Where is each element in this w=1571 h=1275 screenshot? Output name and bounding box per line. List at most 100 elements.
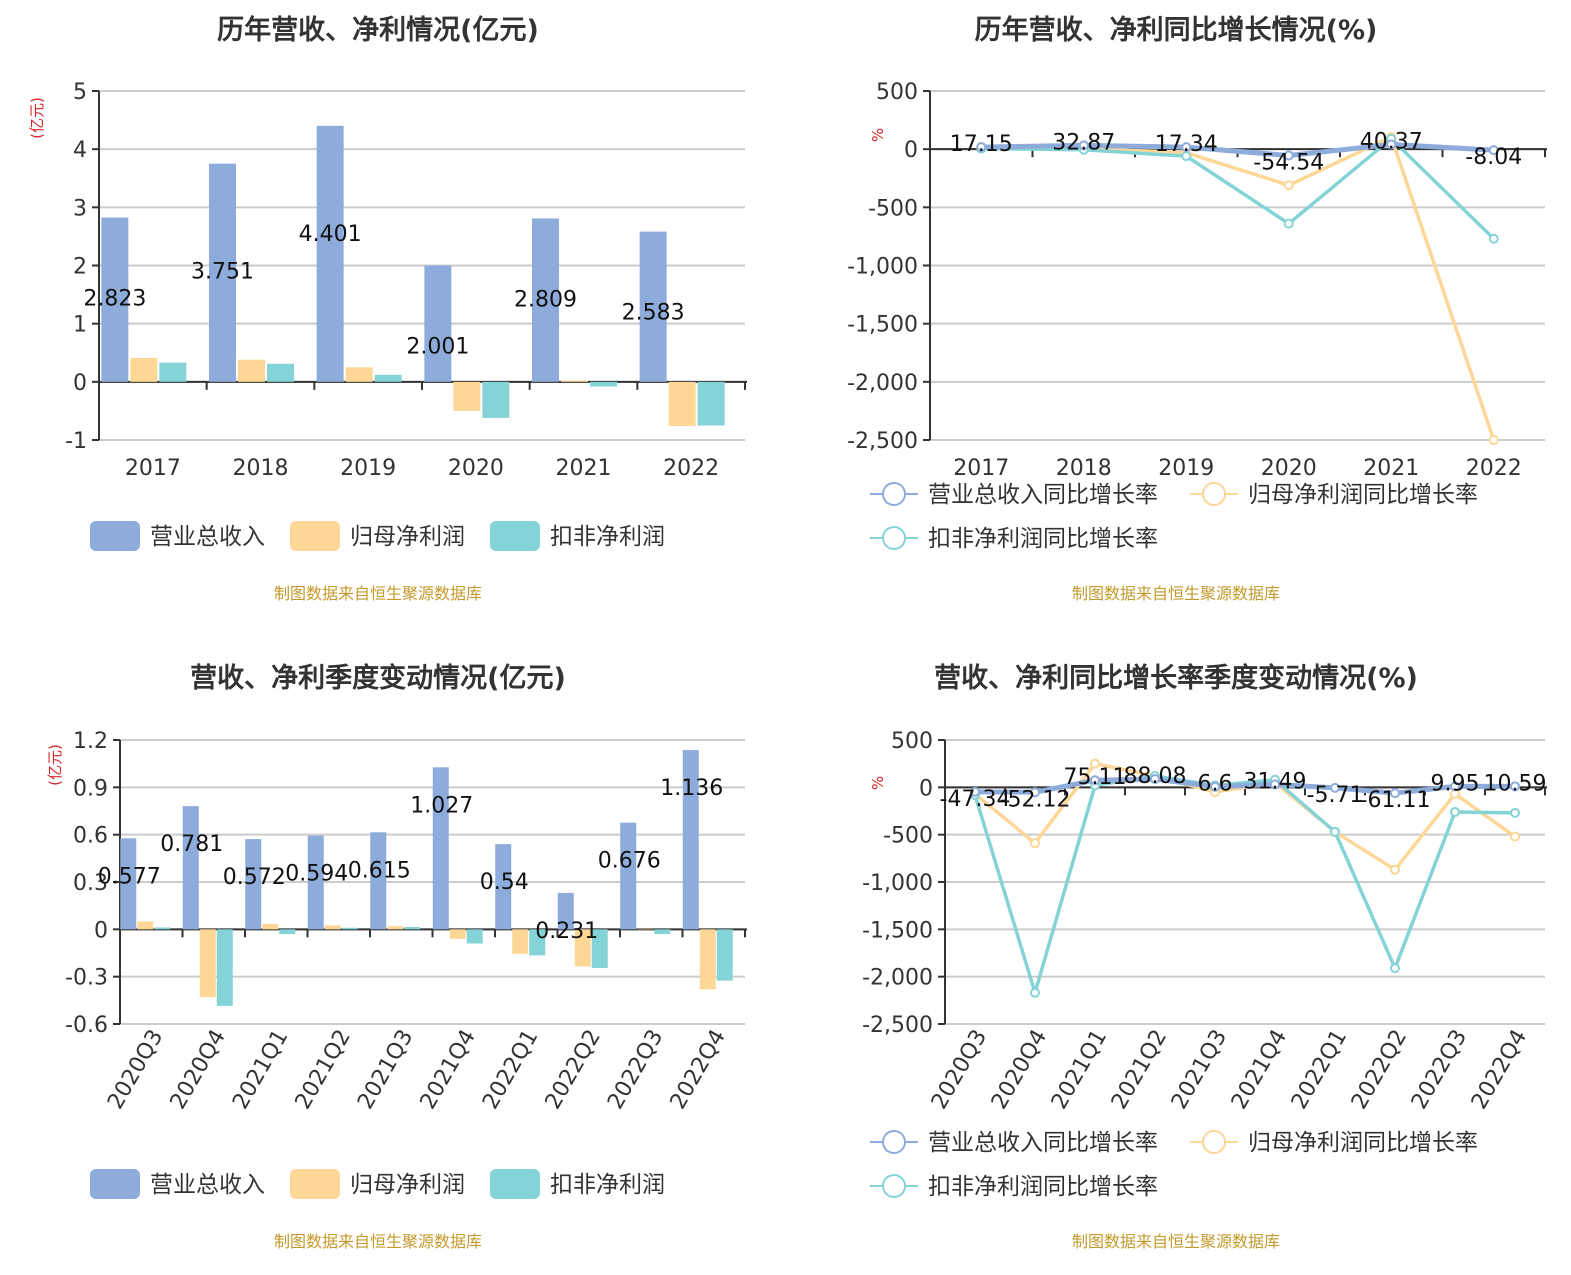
data-point[interactable]: [1090, 758, 1100, 769]
legend-item-revenue[interactable]: 营业总收入: [90, 1169, 265, 1199]
legend-item-deducted_profit[interactable]: 扣非净利润: [490, 1169, 665, 1199]
bar-revenue[interactable]: [209, 163, 236, 382]
bar-parent_profit[interactable]: [668, 381, 696, 427]
bar-parent_profit[interactable]: [561, 380, 588, 382]
legend-swatch: [90, 521, 140, 551]
data-point[interactable]: [1450, 806, 1460, 817]
legend-item-parent_profit[interactable]: 归母净利润同比增长率: [1190, 482, 1478, 508]
data-point[interactable]: [1488, 435, 1499, 445]
bar-parent_profit[interactable]: [637, 928, 654, 930]
bar-deducted_profit[interactable]: [216, 929, 233, 1006]
bar-parent_profit[interactable]: [262, 923, 279, 930]
bar-parent_profit[interactable]: [137, 921, 154, 930]
bar-revenue[interactable]: [120, 838, 137, 930]
bar-deducted_profit[interactable]: [697, 381, 725, 426]
data-point[interactable]: [1450, 781, 1460, 792]
bar-deducted_profit[interactable]: [279, 929, 296, 935]
bar-parent_profit[interactable]: [238, 359, 265, 382]
data-point[interactable]: [1270, 779, 1280, 790]
bar-parent_profit[interactable]: [324, 925, 341, 930]
bar-revenue[interactable]: [682, 750, 699, 930]
legend-item-parent_profit[interactable]: 归母净利润同比增长率: [1190, 1130, 1478, 1156]
bar-deducted_profit[interactable]: [654, 929, 671, 935]
bar-deducted_profit[interactable]: [591, 929, 608, 968]
data-point[interactable]: [1510, 807, 1520, 818]
bar-parent_profit[interactable]: [453, 381, 481, 411]
bar-deducted_profit[interactable]: [267, 363, 294, 382]
bar-revenue[interactable]: [370, 832, 387, 930]
bar-revenue[interactable]: [307, 835, 324, 930]
legend-item-deducted_profit[interactable]: 扣非净利润: [490, 521, 665, 551]
data-point[interactable]: [1330, 782, 1340, 793]
y-tick-label: 5: [73, 80, 87, 105]
bar-parent_profit[interactable]: [449, 929, 466, 939]
legend-item-deducted_profit[interactable]: 扣非净利润同比增长率: [870, 1174, 1158, 1200]
bar-deducted_profit[interactable]: [404, 926, 421, 930]
bar-revenue[interactable]: [316, 125, 344, 382]
data-point[interactable]: [1390, 788, 1400, 799]
legend-item-parent_profit[interactable]: 归母净利润: [290, 1169, 465, 1199]
bar-deducted_profit[interactable]: [482, 381, 510, 418]
bar-parent_profit[interactable]: [199, 929, 216, 998]
legend-label: 营业总收入同比增长率: [928, 482, 1158, 508]
bar-deducted_profit[interactable]: [529, 929, 546, 956]
bar-parent_profit[interactable]: [512, 929, 529, 954]
bar-deducted_profit[interactable]: [154, 927, 171, 930]
legend-item-parent_profit[interactable]: 归母净利润: [290, 521, 465, 551]
bar-revenue[interactable]: [101, 217, 129, 382]
bar-revenue[interactable]: [245, 839, 262, 930]
bar-deducted_profit[interactable]: [716, 929, 733, 981]
data-label: 0.615: [348, 858, 411, 883]
chart-plot: 5000-500-1,000-1,500-2,000-2,500%2020Q32…: [862, 729, 1547, 1200]
data-point[interactable]: [1090, 775, 1100, 786]
data-point[interactable]: [1078, 140, 1089, 151]
data-point[interactable]: [1181, 142, 1192, 153]
data-point[interactable]: [1030, 838, 1040, 849]
legend-item-revenue[interactable]: 营业总收入同比增长率: [870, 482, 1158, 508]
bar-revenue[interactable]: [620, 822, 637, 930]
data-point[interactable]: [970, 786, 980, 797]
bar-deducted_profit[interactable]: [159, 362, 187, 382]
data-point[interactable]: [1386, 139, 1397, 150]
bar-revenue[interactable]: [182, 806, 199, 930]
data-label: 17.34: [1155, 132, 1218, 157]
data-point[interactable]: [1488, 145, 1499, 156]
data-point[interactable]: [1390, 963, 1400, 974]
bar-deducted_profit[interactable]: [341, 927, 358, 930]
bar-parent_profit[interactable]: [345, 367, 373, 382]
data-point[interactable]: [1030, 987, 1040, 998]
data-point[interactable]: [1283, 150, 1294, 161]
bar-parent_profit[interactable]: [130, 357, 158, 382]
data-point[interactable]: [1210, 781, 1220, 792]
bar-deducted_profit[interactable]: [466, 929, 483, 944]
data-label: 0.54: [480, 870, 529, 895]
bar-revenue[interactable]: [639, 231, 667, 382]
bar-deducted_profit[interactable]: [374, 374, 402, 382]
data-point[interactable]: [1330, 826, 1340, 837]
x-tick-label: 2022Q2: [541, 1026, 606, 1114]
bar-revenue[interactable]: [495, 844, 512, 930]
data-point[interactable]: [1030, 787, 1040, 798]
data-point[interactable]: [1390, 864, 1400, 875]
data-label: 88.08: [1124, 764, 1187, 789]
data-point[interactable]: [1150, 773, 1160, 784]
bar-revenue[interactable]: [424, 265, 452, 382]
data-point[interactable]: [1510, 831, 1520, 842]
x-tick-label: 2021Q4: [416, 1026, 481, 1114]
data-point[interactable]: [1510, 781, 1520, 792]
bar-revenue[interactable]: [432, 767, 449, 930]
bar-deducted_profit[interactable]: [590, 381, 617, 387]
legend-item-revenue[interactable]: 营业总收入同比增长率: [870, 1130, 1158, 1156]
chart-quarterly-growth: 营收、净利同比增长率季度变动情况(%) 500 0 -500 -1,000 -1,500…: [785, 640, 1571, 1275]
legend-item-deducted_profit[interactable]: 扣非净利润同比增长率: [870, 526, 1158, 552]
data-point[interactable]: [1283, 180, 1294, 191]
bar-parent_profit[interactable]: [699, 929, 716, 990]
data-point[interactable]: [976, 142, 987, 153]
bar-parent_profit[interactable]: [387, 926, 404, 930]
bar-parent_profit[interactable]: [574, 929, 591, 967]
bar-revenue[interactable]: [557, 892, 574, 930]
data-point[interactable]: [1488, 233, 1499, 244]
bar-revenue[interactable]: [532, 218, 559, 382]
legend-item-revenue[interactable]: 营业总收入: [90, 521, 265, 551]
data-point[interactable]: [1283, 218, 1294, 229]
